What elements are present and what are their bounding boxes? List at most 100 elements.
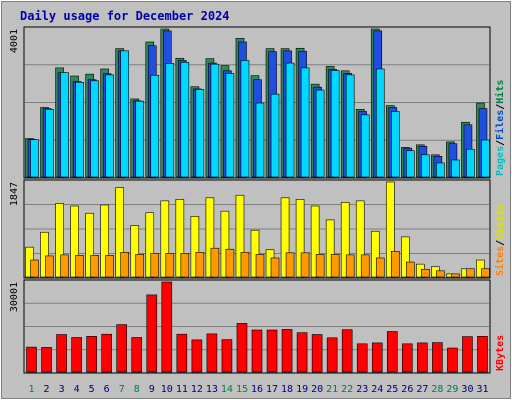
bar-visits-sites-day-17 <box>270 257 280 278</box>
bar-hits-pages-day-1 <box>30 139 39 178</box>
bar-visits-sites-day-7 <box>120 252 130 278</box>
bar-hits-pages-day-29 <box>451 159 460 178</box>
x-tick-label-day-12: 12 <box>191 384 203 395</box>
bar-kbytes-kbytes-day-29 <box>447 347 458 373</box>
bar-hits-pages-day-16 <box>255 102 265 178</box>
bar-visits-visits-day-24 <box>370 230 380 278</box>
legend-entry: Hits <box>494 80 506 104</box>
bar-hits-pages-day-5 <box>90 80 99 178</box>
bar-hits-pages-day-9 <box>150 74 160 178</box>
bar-kbytes-kbytes-day-24 <box>371 342 383 373</box>
bar-hits-pages-day-23 <box>360 114 370 178</box>
bar-visits-visits-day-19 <box>295 199 305 278</box>
bar-visits-visits-day-23 <box>355 200 365 278</box>
bar-visits-sites-day-26 <box>406 261 415 278</box>
x-tick-label-day-3: 3 <box>59 384 65 395</box>
x-tick-label-day-1: 1 <box>29 384 35 395</box>
x-tick-label-day-21: 21 <box>326 384 338 395</box>
x-tick-label-day-2: 2 <box>44 384 50 395</box>
bar-kbytes-kbytes-day-9 <box>146 294 158 373</box>
x-tick-label-day-13: 13 <box>206 384 218 395</box>
bar-kbytes-kbytes-day-25 <box>386 331 398 373</box>
bar-hits-pages-day-27 <box>421 154 430 178</box>
panel-kbytes-ymax-label: 30001 <box>9 282 20 312</box>
bar-hits-pages-day-6 <box>105 74 114 178</box>
bar-visits-sites-day-28 <box>436 270 445 278</box>
bar-hits-pages-day-17 <box>270 93 280 178</box>
bar-hits-pages-day-11 <box>180 62 190 178</box>
legend-entry: KBytes <box>495 335 506 371</box>
x-tick-label-day-15: 15 <box>236 384 248 395</box>
bar-kbytes-kbytes-day-10 <box>161 281 173 373</box>
bar-hits-pages-day-18 <box>285 62 295 178</box>
bar-hits-pages-day-13 <box>210 63 220 178</box>
x-tick-label-day-29: 29 <box>446 384 458 395</box>
bar-visits-sites-day-14 <box>225 248 235 278</box>
bar-kbytes-kbytes-day-27 <box>417 342 428 373</box>
bar-hits-pages-day-19 <box>300 67 310 178</box>
bar-hits-pages-day-10 <box>165 63 175 178</box>
x-tick-label-day-18: 18 <box>281 384 293 395</box>
x-tick-label-day-22: 22 <box>341 384 353 395</box>
bar-visits-sites-day-8 <box>135 254 145 278</box>
legend-entry: Sites <box>494 246 506 276</box>
bar-visits-visits-day-7 <box>115 187 125 278</box>
x-tick-label-day-11: 11 <box>176 384 188 395</box>
bar-kbytes-kbytes-day-22 <box>341 329 353 373</box>
bar-visits-sites-day-11 <box>180 253 190 278</box>
panel-hits-ymax-label: 4001 <box>9 29 20 53</box>
bar-visits-visits-day-22 <box>340 202 350 278</box>
bar-kbytes-kbytes-day-30 <box>462 336 473 373</box>
x-tick-label-day-6: 6 <box>104 384 110 395</box>
bar-visits-visits-day-25 <box>385 181 395 278</box>
bar-visits-visits-day-18 <box>280 197 290 278</box>
x-tick-label-day-23: 23 <box>356 384 368 395</box>
legend-entry: Pages <box>495 146 506 176</box>
bar-kbytes-kbytes-day-6 <box>101 333 112 373</box>
bar-hits-pages-day-12 <box>195 89 205 178</box>
bar-kbytes-kbytes-day-8 <box>131 337 143 373</box>
bar-kbytes-kbytes-day-19 <box>296 332 308 373</box>
bar-visits-visits-day-13 <box>205 197 215 278</box>
bar-visits-sites-day-23 <box>360 254 370 278</box>
bar-visits-visits-day-6 <box>100 204 109 278</box>
bar-visits-sites-day-31 <box>481 268 490 278</box>
panel-kbytes: 30001 KBytes <box>9 279 506 374</box>
bar-kbytes-kbytes-day-17 <box>266 329 278 373</box>
bar-visits-visits-day-15 <box>235 194 245 278</box>
x-tick-label-day-31: 31 <box>476 384 488 395</box>
x-tick-label-day-7: 7 <box>119 384 125 395</box>
bar-hits-pages-day-20 <box>315 89 325 178</box>
x-tick-label-day-20: 20 <box>311 384 323 395</box>
x-tick-label-day-25: 25 <box>386 384 398 395</box>
bar-visits-sites-day-24 <box>375 257 385 278</box>
legend-entry: / <box>495 140 506 146</box>
bar-kbytes-kbytes-day-1 <box>26 346 37 373</box>
bar-hits-pages-day-24 <box>375 68 385 178</box>
bar-visits-sites-day-25 <box>390 250 400 278</box>
bar-visits-sites-day-4 <box>75 255 84 278</box>
bar-visits-sites-day-10 <box>165 253 175 278</box>
bar-visits-sites-day-15 <box>240 252 250 278</box>
bar-hits-pages-day-21 <box>330 70 340 178</box>
x-tick-label-day-8: 8 <box>134 384 140 395</box>
x-tick-label-day-26: 26 <box>401 384 413 395</box>
bar-visits-sites-day-6 <box>105 255 114 278</box>
bar-visits-visits-day-8 <box>130 225 140 278</box>
bar-kbytes-kbytes-day-13 <box>206 333 218 373</box>
panel-kbytes-legend: KBytes <box>495 335 506 371</box>
bar-hits-pages-day-2 <box>45 109 54 178</box>
panel-visits-ymax-label: 1847 <box>9 182 20 206</box>
bar-visits-sites-day-1 <box>30 259 39 278</box>
panel-visits-legend: Sites/Visits <box>494 204 506 276</box>
bar-kbytes-kbytes-day-16 <box>251 329 263 373</box>
bar-kbytes-kbytes-day-5 <box>86 336 97 373</box>
bar-visits-visits-day-16 <box>250 229 260 278</box>
bar-visits-sites-day-2 <box>45 255 54 278</box>
bar-visits-sites-day-16 <box>255 254 265 278</box>
bar-hits-pages-day-30 <box>466 148 475 178</box>
x-tick-label-day-14: 14 <box>221 384 233 395</box>
bar-visits-visits-day-9 <box>145 212 155 278</box>
bar-visits-visits-day-11 <box>175 199 185 278</box>
bar-visits-sites-day-3 <box>60 254 69 278</box>
